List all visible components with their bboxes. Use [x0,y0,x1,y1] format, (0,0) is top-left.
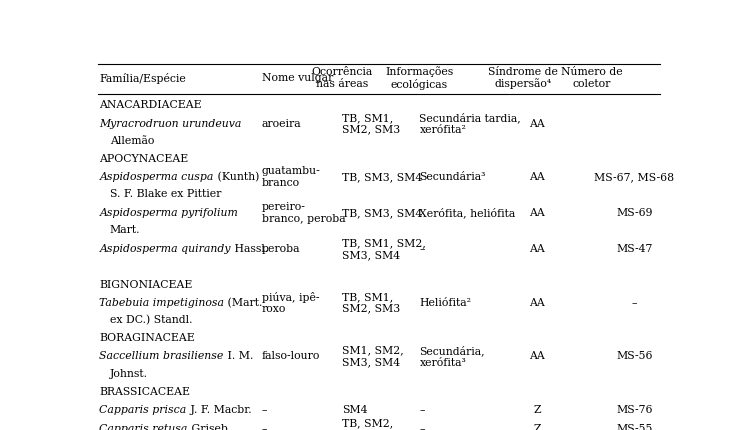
Text: AA: AA [529,172,545,182]
Text: (Mart.: (Mart. [224,298,263,308]
Text: Aspidosperma pyrifolium: Aspidosperma pyrifolium [99,208,238,218]
Text: Xerófita, heliófita: Xerófita, heliófita [420,208,516,218]
Text: ANACARDIACEAE: ANACARDIACEAE [99,100,202,111]
Text: SM1, SM2,
SM3, SM4: SM1, SM2, SM3, SM4 [342,346,404,367]
Text: TB, SM1,
SM2, SM3: TB, SM1, SM2, SM3 [342,292,400,314]
Text: Síndrome de
dispersão⁴: Síndrome de dispersão⁴ [488,67,557,89]
Text: –: – [420,424,425,430]
Text: –: – [632,298,637,308]
Text: Número de
coletor: Número de coletor [561,67,622,89]
Text: MS-67, MS-68: MS-67, MS-68 [594,172,675,182]
Text: AA: AA [529,244,545,254]
Text: Saccellium brasiliense: Saccellium brasiliense [99,351,223,362]
Text: BORAGINACEAE: BORAGINACEAE [99,333,195,343]
Text: Ocorrência
nas áreas: Ocorrência nas áreas [312,67,373,89]
Text: falso-louro: falso-louro [262,351,320,362]
Text: BIGNONIACEAE: BIGNONIACEAE [99,280,192,290]
Text: pereiro-
branco, peroba: pereiro- branco, peroba [262,203,346,224]
Text: Allemão: Allemão [110,136,154,146]
Text: Myracrodruon urundeuva: Myracrodruon urundeuva [99,119,242,129]
Text: Johnst.: Johnst. [110,369,148,379]
Text: MS-76: MS-76 [616,405,653,415]
Text: Secundária³: Secundária³ [420,172,485,182]
Text: TB, SM3, SM4: TB, SM3, SM4 [342,208,423,218]
Text: MS-47: MS-47 [616,244,653,254]
Text: AA: AA [529,208,545,218]
Text: AA: AA [529,119,545,129]
Text: Z: Z [534,405,541,415]
Text: –: – [262,405,267,415]
Text: –: – [262,424,267,430]
Text: TB, SM1, SM2,
SM3, SM4: TB, SM1, SM2, SM3, SM4 [342,239,425,260]
Text: J. F. Macbr.: J. F. Macbr. [186,405,252,415]
Text: MS-55: MS-55 [616,424,653,430]
Text: Hassl.: Hassl. [231,244,268,254]
Text: Capparis retusa: Capparis retusa [99,424,188,430]
Text: MS-56: MS-56 [616,351,653,362]
Text: Secundária tardia,
xerófita²: Secundária tardia, xerófita² [420,112,521,135]
Text: peroba: peroba [262,244,300,254]
Text: Capparis prisca: Capparis prisca [99,405,186,415]
Text: TB, SM1,
SM2, SM3: TB, SM1, SM2, SM3 [342,113,400,135]
Text: Heliófita²: Heliófita² [420,298,471,308]
Text: BRASSICACEAE: BRASSICACEAE [99,387,190,397]
Text: aroeira: aroeira [262,119,301,129]
Text: TB, SM3, SM4: TB, SM3, SM4 [342,172,423,182]
Text: (Kunth): (Kunth) [214,172,259,182]
Text: Aspidosperma cuspa: Aspidosperma cuspa [99,172,214,182]
Text: S. F. Blake ex Pittier: S. F. Blake ex Pittier [110,189,221,200]
Text: Nome vulgar: Nome vulgar [262,73,333,83]
Text: Aspidosperma quirandy: Aspidosperma quirandy [99,244,231,254]
Text: AA: AA [529,351,545,362]
Text: Tabebuia impetiginosa: Tabebuia impetiginosa [99,298,224,308]
Text: AA: AA [529,298,545,308]
Text: Griseb.: Griseb. [188,424,231,430]
Text: Secundária,
xerófita³: Secundária, xerófita³ [420,345,485,368]
Text: Informações
ecológicas: Informações ecológicas [386,66,454,90]
Text: Mart.: Mart. [110,225,140,236]
Text: I. M.: I. M. [223,351,253,362]
Text: ex DC.) Standl.: ex DC.) Standl. [110,315,192,325]
Text: Família/Espécie: Família/Espécie [99,73,186,83]
Text: MS-69: MS-69 [616,208,653,218]
Text: Z: Z [534,424,541,430]
Text: APOCYNACEAE: APOCYNACEAE [99,154,189,164]
Text: –: – [420,244,425,254]
Text: SM4: SM4 [342,405,368,415]
Text: guatambu-
branco: guatambu- branco [262,166,320,188]
Text: piúva, ipê-
roxo: piúva, ipê- roxo [262,292,319,314]
Text: TB, SM2,
SM3, SM4: TB, SM2, SM3, SM4 [342,418,400,430]
Text: –: – [420,405,425,415]
